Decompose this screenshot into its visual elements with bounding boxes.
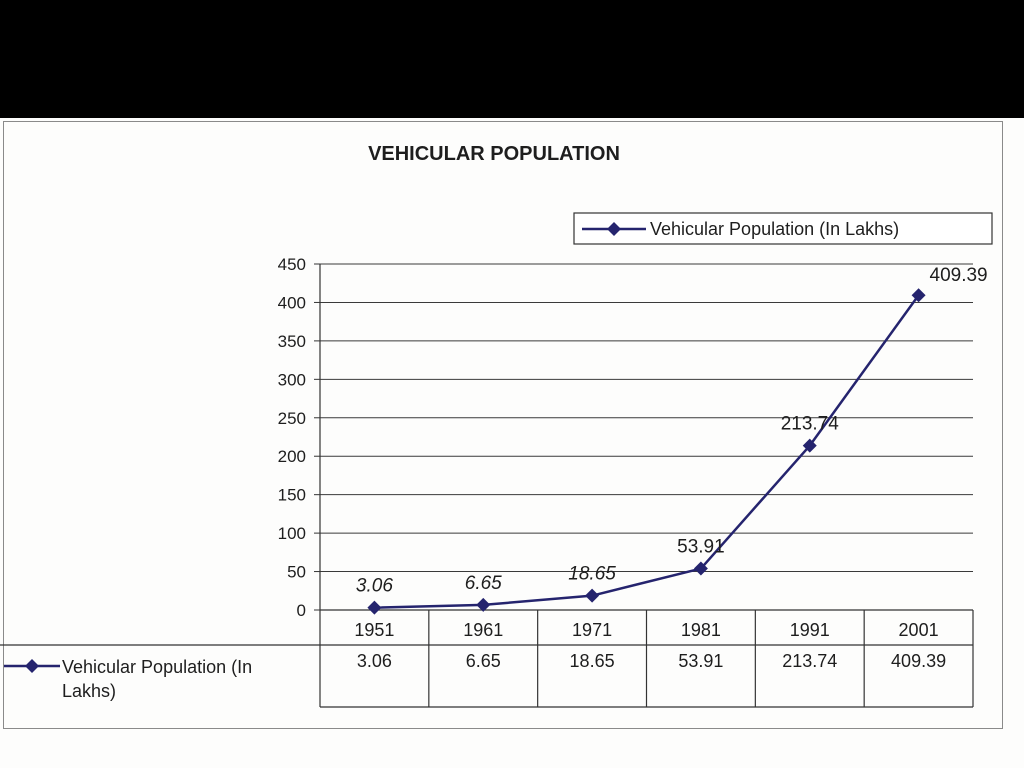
table-series-label-line1: Vehicular Population (In	[62, 657, 252, 677]
x-tick-label-1981: 1981	[681, 620, 721, 640]
legend: Vehicular Population (In Lakhs)	[573, 212, 993, 245]
legend-marker	[607, 222, 621, 236]
data-label-1971: 18.65	[568, 564, 616, 585]
series-line-group	[374, 294, 920, 609]
data-point-1971	[585, 588, 600, 603]
y-tick-labels: 0 50 100 150 200 250 300 350 400 450	[278, 255, 306, 620]
y-tick-label-100: 100	[278, 524, 306, 543]
y-tick-label-150: 150	[278, 486, 306, 505]
y-axis	[314, 263, 321, 645]
gridlines	[320, 263, 973, 573]
chart-frame	[3, 121, 1003, 729]
table-key-marker	[25, 659, 39, 673]
y-tick-label-350: 350	[278, 332, 306, 351]
data-label-1981: 53.91	[677, 537, 725, 558]
data-point-1961	[476, 597, 491, 612]
y-tick-label-50: 50	[287, 563, 306, 582]
table-value-2001: 409.39	[891, 651, 946, 671]
table-value-1961: 6.65	[466, 651, 501, 671]
chart-title: VEHICULAR POPULATION	[368, 143, 620, 165]
data-label-2001: 409.39	[930, 265, 988, 286]
table-value-1971: 18.65	[570, 651, 615, 671]
table-series-label-line2: Lakhs)	[62, 681, 116, 701]
series-line	[374, 294, 920, 609]
series-markers	[367, 288, 926, 615]
table-series-key: Vehicular Population (In Lakhs)	[4, 657, 252, 701]
x-tick-labels: 1951 1961 1971 1981 1991 2001	[354, 620, 938, 640]
table-value-1951: 3.06	[357, 651, 392, 671]
y-tick-label-200: 200	[278, 447, 306, 466]
x-tick-label-1991: 1991	[790, 620, 830, 640]
data-label-1961: 6.65	[465, 573, 502, 594]
table-value-1991: 213.74	[782, 651, 837, 671]
y-tick-label-400: 400	[278, 293, 306, 312]
data-point-1981	[693, 561, 708, 576]
legend-label: Vehicular Population (In Lakhs)	[650, 219, 899, 239]
x-tick-label-1961: 1961	[463, 620, 503, 640]
data-point-1991	[802, 438, 817, 453]
y-tick-label-0: 0	[297, 601, 306, 620]
data-point-1951	[367, 600, 382, 615]
data-table-grid	[0, 609, 974, 708]
x-tick-label-1971: 1971	[572, 620, 612, 640]
data-label-1951: 3.06	[356, 576, 393, 597]
data-point-2001	[911, 288, 926, 303]
data-labels: 3.06 6.65 18.65 53.91 213.74 409.39	[356, 265, 988, 596]
y-tick-label-250: 250	[278, 409, 306, 428]
data-label-1991: 213.74	[781, 414, 840, 435]
x-tick-label-2001: 2001	[899, 620, 939, 640]
data-table-values: 3.06 6.65 18.65 53.91 213.74 409.39	[357, 651, 946, 671]
y-tick-label-450: 450	[278, 255, 306, 274]
table-value-1981: 53.91	[678, 651, 723, 671]
x-tick-label-1951: 1951	[354, 620, 394, 640]
y-tick-label-300: 300	[278, 370, 306, 389]
